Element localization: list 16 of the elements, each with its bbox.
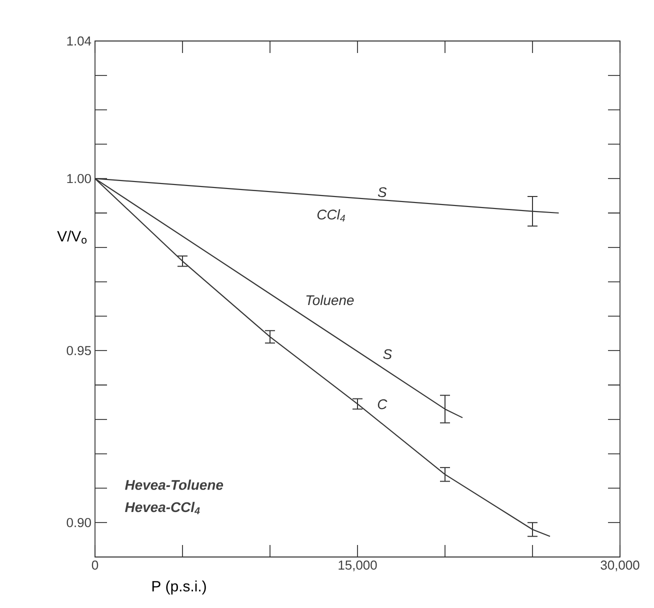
annotation: S (378, 187, 387, 198)
x-tick-label: 30,000 (600, 560, 640, 572)
y-axis-title: V/V$_{o}$ (57, 230, 87, 244)
annotation: CCl$_{4}$ (317, 209, 345, 222)
annotation: Hevea-CCl$_{4}$ (125, 502, 200, 514)
y-tick-label: 0.90 (66, 518, 91, 528)
y-tick-label: 1.00 (67, 174, 91, 184)
annotation: S (383, 349, 392, 360)
x-tick-label: 0 (92, 560, 98, 570)
x-axis-title: P (p.s.i.) (152, 580, 206, 594)
x-tick-label: 15,000 (338, 560, 377, 572)
annotation: C (378, 399, 388, 410)
y-tick-label: 1.04 (67, 36, 92, 46)
annotation: Toluene (306, 294, 354, 306)
y-tick-label: 0.95 (66, 346, 91, 356)
annotation: Hevea-Toluene (125, 480, 224, 490)
